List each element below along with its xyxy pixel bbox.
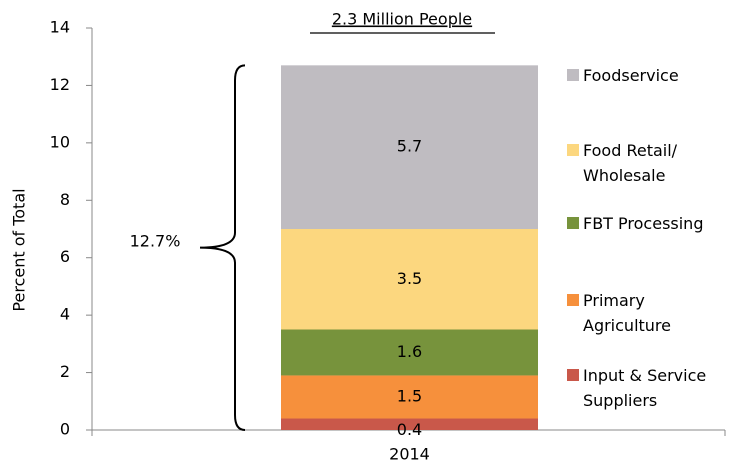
legend-swatch <box>567 217 579 229</box>
bar-segment <box>281 65 538 229</box>
y-tick-label: 4 <box>60 305 70 324</box>
data-label: 5.7 <box>397 137 422 156</box>
bar-segment <box>281 375 538 419</box>
legend-item: FBT Processing <box>567 211 703 236</box>
legend-item: Foodservice <box>567 63 679 88</box>
legend-item: Primary Agriculture <box>567 288 671 338</box>
legend-label: Food Retail/ Wholesale <box>583 141 678 185</box>
legend-swatch <box>567 294 579 306</box>
legend-label: Input & Service Suppliers <box>583 366 707 410</box>
data-label: 0.4 <box>397 420 422 439</box>
y-tick-label: 8 <box>60 190 70 209</box>
data-label: 1.6 <box>397 342 422 361</box>
data-label: 3.5 <box>397 269 422 288</box>
bar-segment <box>281 229 538 330</box>
legend-swatch <box>567 69 579 81</box>
bar-segment <box>281 418 538 430</box>
y-tick-label: 2 <box>60 362 70 381</box>
legend-swatch <box>567 369 579 381</box>
y-tick-label: 12 <box>50 75 70 94</box>
legend-label: Primary Agriculture <box>583 291 671 335</box>
y-tick-label: 14 <box>50 18 70 37</box>
bar-segment <box>281 329 538 376</box>
legend-swatch <box>567 144 579 156</box>
y-axis-label: Percent of Total <box>10 188 29 311</box>
x-tick-label: 2014 <box>389 445 430 464</box>
y-tick-label: 0 <box>60 420 70 439</box>
y-tick-label: 6 <box>60 247 70 266</box>
annotation: 12.7% <box>130 232 181 251</box>
legend-item: Input & Service Suppliers <box>567 363 706 413</box>
legend-item: Food Retail/ Wholesale <box>567 138 677 188</box>
legend-label: Foodservice <box>583 66 679 85</box>
brace <box>199 64 246 431</box>
chart-title: 2.3 Million People <box>332 10 472 29</box>
y-tick-label: 10 <box>50 132 70 151</box>
data-label: 1.5 <box>397 386 422 405</box>
legend-label: FBT Processing <box>583 214 704 233</box>
